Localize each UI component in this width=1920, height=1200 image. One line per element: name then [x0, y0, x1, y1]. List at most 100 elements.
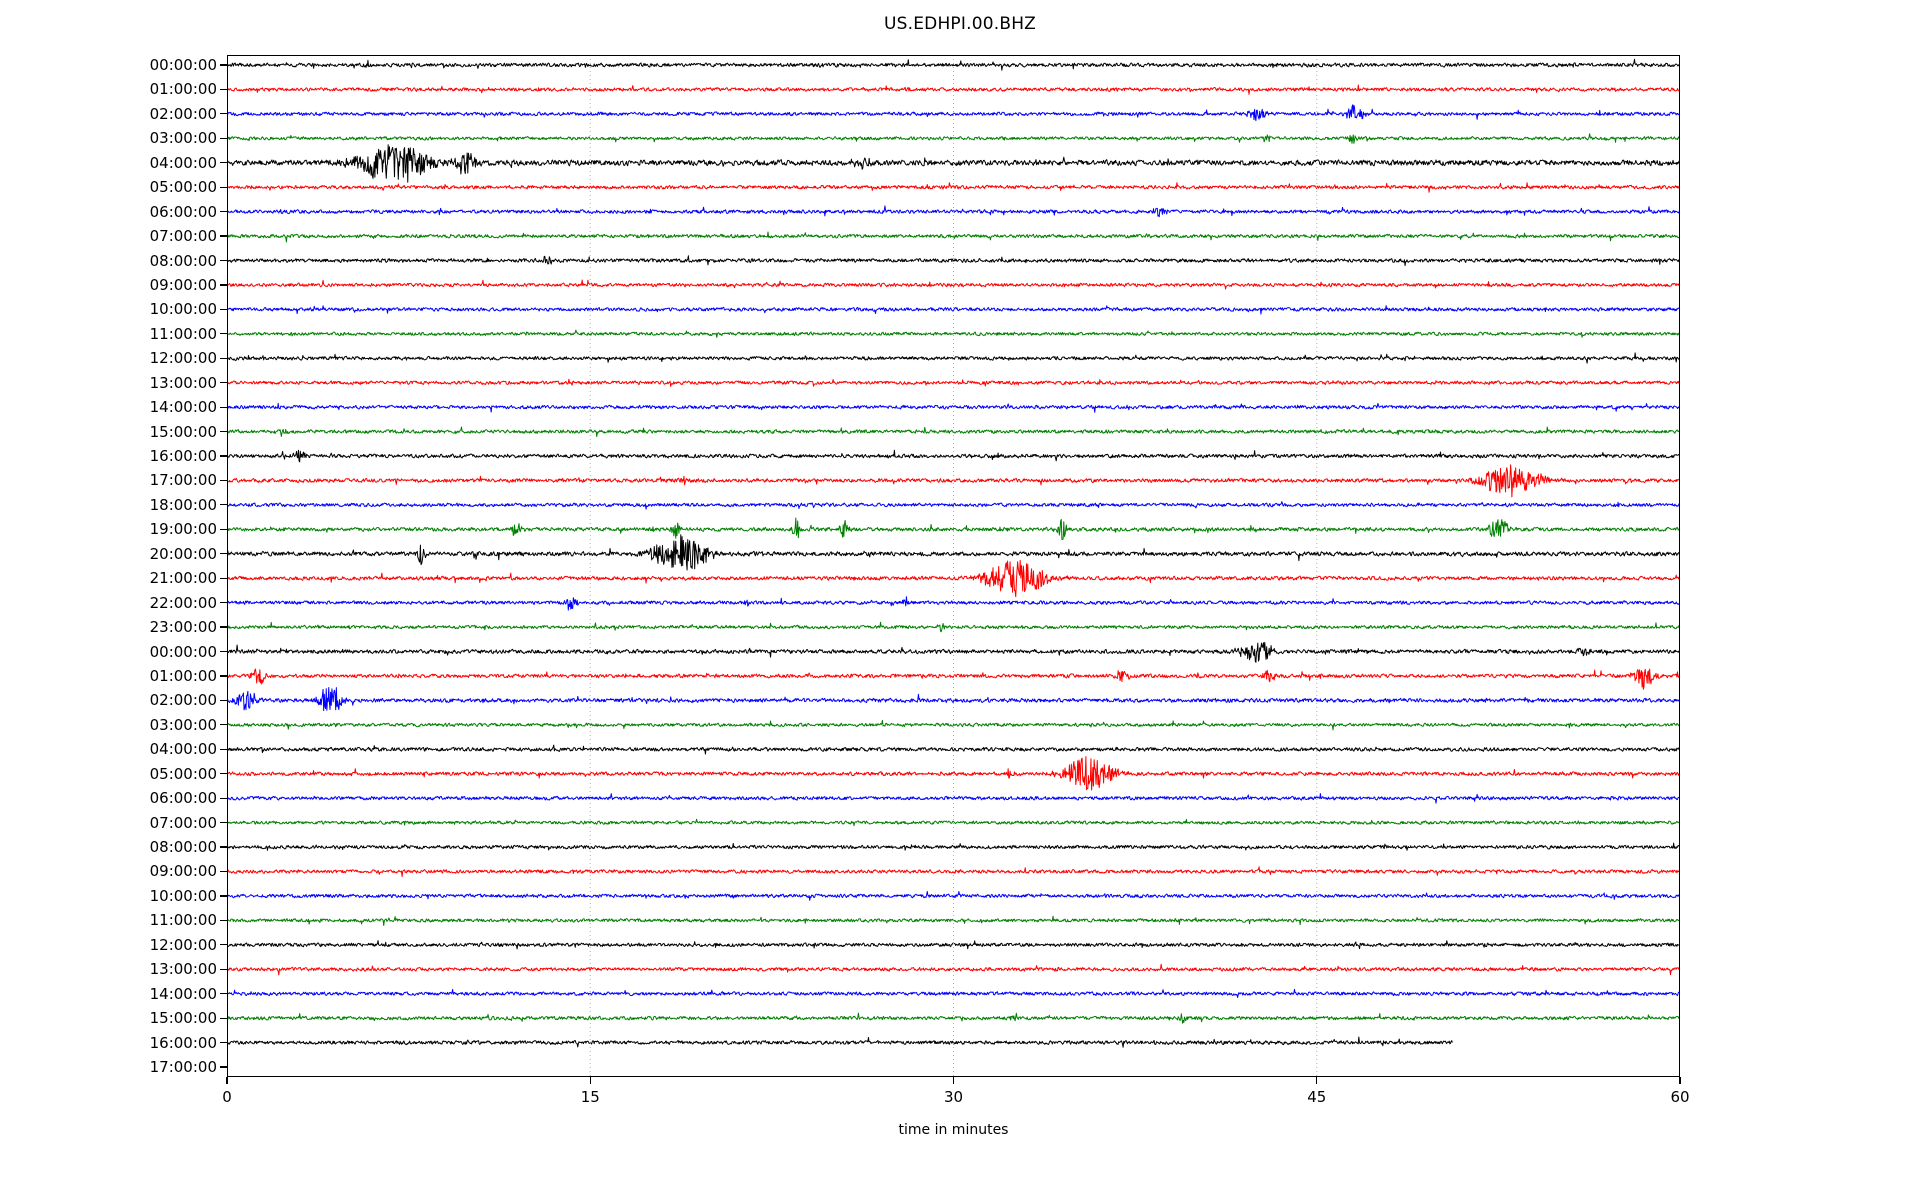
y-tick-label: 04:00:00	[149, 153, 217, 172]
y-tick-label: 02:00:00	[149, 691, 217, 710]
y-tick-mark	[220, 650, 227, 653]
x-tick-mark	[226, 1077, 228, 1084]
trace-15	[227, 426, 1680, 438]
y-tick-mark	[220, 773, 227, 775]
trace-13	[227, 378, 1680, 387]
trace-2	[227, 104, 1680, 122]
y-tick-label: 05:00:00	[149, 764, 217, 783]
y-tick-mark	[220, 479, 227, 482]
trace-8	[227, 255, 1680, 267]
trace-32	[227, 842, 1680, 851]
y-tick-label: 12:00:00	[149, 935, 217, 954]
y-tick-mark	[220, 944, 227, 946]
y-tick-mark	[220, 235, 227, 237]
trace-33	[227, 866, 1680, 877]
trace-39	[227, 1012, 1680, 1024]
y-tick-label: 16:00:00	[149, 1033, 217, 1052]
trace-38	[227, 988, 1680, 998]
trace-5	[227, 182, 1680, 193]
x-tick-label: 30	[943, 1088, 964, 1106]
trace-17	[227, 464, 1680, 498]
y-tick-mark	[220, 88, 227, 91]
plot-axes	[227, 55, 1680, 1077]
y-tick-mark	[220, 968, 227, 970]
y-tick-label: 00:00:00	[149, 642, 217, 661]
y-tick-mark	[220, 919, 227, 921]
y-tick-mark	[220, 259, 227, 262]
trace-4	[227, 144, 1680, 183]
trace-12	[227, 352, 1680, 364]
y-tick-label: 07:00:00	[149, 813, 217, 832]
trace-21	[227, 559, 1680, 598]
y-tick-label: 08:00:00	[149, 251, 217, 270]
trace-25	[227, 668, 1680, 690]
y-tick-mark	[220, 895, 227, 897]
y-tick-label: 19:00:00	[149, 520, 217, 539]
y-tick-mark	[220, 284, 227, 286]
y-tick-label: 10:00:00	[149, 886, 217, 905]
y-tick-label: 04:00:00	[149, 740, 217, 759]
y-tick-label: 03:00:00	[149, 715, 217, 734]
y-tick-label: 03:00:00	[149, 129, 217, 148]
page-title: US.EDHPI.00.BHZ	[883, 14, 1037, 34]
x-tick-label: 45	[1307, 1088, 1327, 1106]
y-tick-mark	[220, 748, 227, 750]
y-tick-label: 02:00:00	[149, 104, 217, 123]
y-tick-label: 09:00:00	[149, 862, 217, 881]
seismogram-traces	[227, 58, 1680, 1048]
x-tick-mark	[1316, 1077, 1318, 1084]
y-tick-mark	[220, 113, 227, 115]
trace-10	[227, 305, 1680, 315]
y-tick-label: 22:00:00	[149, 593, 217, 612]
y-tick-mark	[220, 211, 227, 213]
y-tick-mark	[220, 577, 227, 579]
trace-30	[227, 793, 1680, 804]
y-tick-mark	[220, 822, 227, 824]
y-tick-label: 11:00:00	[149, 911, 217, 930]
y-tick-label: 01:00:00	[149, 666, 217, 685]
y-tick-label: 07:00:00	[149, 227, 217, 246]
trace-1	[227, 84, 1680, 95]
y-tick-label: 13:00:00	[149, 373, 217, 392]
y-tick-label: 14:00:00	[149, 398, 217, 417]
y-tick-label: 01:00:00	[149, 80, 217, 99]
y-tick-mark	[220, 162, 227, 164]
y-tick-mark	[220, 357, 227, 359]
y-tick-mark	[220, 64, 227, 66]
y-tick-label: 18:00:00	[149, 495, 217, 514]
y-tick-label: 08:00:00	[149, 838, 217, 857]
trace-31	[227, 818, 1680, 827]
x-tick-label: 15	[580, 1088, 600, 1106]
trace-35	[227, 915, 1680, 926]
y-tick-mark	[220, 797, 227, 799]
trace-36	[227, 940, 1680, 950]
trace-26	[227, 686, 1680, 712]
trace-27	[227, 719, 1680, 731]
trace-20	[227, 534, 1680, 571]
trace-3	[227, 133, 1680, 144]
y-tick-mark	[220, 333, 227, 335]
y-tick-label: 13:00:00	[149, 960, 217, 979]
y-tick-label: 09:00:00	[149, 275, 217, 294]
y-tick-mark	[220, 430, 227, 433]
y-tick-label: 06:00:00	[149, 202, 217, 221]
trace-22	[227, 596, 1680, 611]
y-tick-mark	[220, 553, 227, 555]
x-tick-mark	[1679, 1077, 1681, 1084]
trace-9	[227, 279, 1680, 290]
trace-6	[227, 205, 1680, 218]
trace-14	[227, 402, 1680, 413]
trace-28	[227, 744, 1680, 755]
x-tick-label: 0	[222, 1088, 232, 1106]
y-tick-label: 05:00:00	[149, 178, 217, 197]
x-tick-mark	[952, 1077, 955, 1084]
y-tick-label: 15:00:00	[149, 422, 217, 441]
y-tick-mark	[220, 846, 227, 848]
y-tick-mark	[220, 626, 227, 628]
y-tick-label: 11:00:00	[149, 324, 217, 343]
y-tick-mark	[220, 137, 227, 139]
y-tick-label: 12:00:00	[149, 349, 217, 368]
y-tick-mark	[220, 504, 227, 506]
y-tick-label: 14:00:00	[149, 984, 217, 1003]
